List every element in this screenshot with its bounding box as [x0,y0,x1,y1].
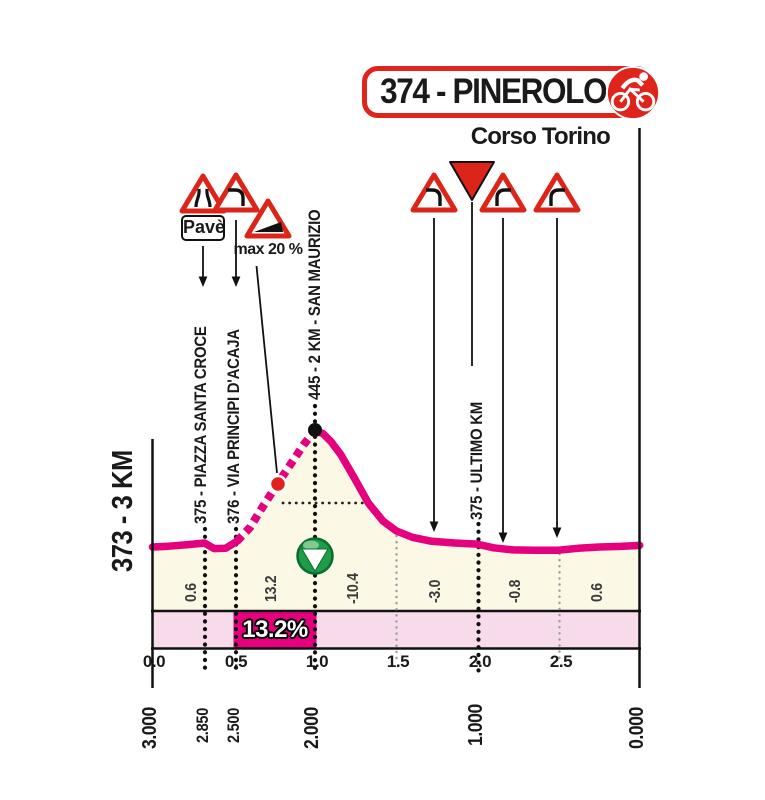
finish-title: 374 - PINEROLO [380,72,608,111]
km-to-go-2850: 2.850 [193,707,212,743]
x-tick-1-5: 1.5 [386,652,410,671]
curve-left-sign [212,172,260,213]
x-tick-1-0: 1.0 [305,652,329,671]
kom-marker [296,537,334,575]
km-to-go-2500: 2.500 [224,707,243,743]
sign-arrowheads [198,276,562,543]
gradient-highlight-box [233,612,317,648]
x-tick-2-5: 2.5 [549,652,573,671]
gradient-value-6: 0.6 [589,583,606,602]
km-to-go-3000: 3.000 [139,707,161,749]
waypoint-label-ultimo-km: 375 - ULTIMO KM [467,402,486,520]
waypoint-label-san-maurizio: 445 - 2 KM - SAN MAURIZIO [305,209,324,400]
max-gradient-point-marker [268,474,288,494]
finish-inverted-triangle-sign [449,161,495,201]
gradient-band [152,612,640,648]
narrow-road-sign [179,173,227,214]
summit-point-marker [308,423,322,437]
km-to-go-2000: 2.000 [301,707,323,749]
start-elevation-label: 373 - 3 KM [107,450,139,572]
elevation-area-fill [152,430,640,611]
cyclist-icon [604,64,662,122]
waypoint-label-piazza: 375 - PIAZZA SANTA CROCE [191,326,210,524]
finish-street-label: Corso Torino [470,123,611,150]
profile-line-descent [311,426,644,554]
waypoint-label-via-principi: 376 - VIA PRINCIPI D'ACAJA [224,329,243,524]
x-tick-0-5: 0.5 [224,652,248,671]
finish-title-box: 374 - PINEROLO [362,66,652,118]
gradient-value-5: -0.8 [507,579,524,603]
curve-right-sign-1 [479,172,527,213]
x-tick-0-0: 0.0 [142,652,166,671]
sign-arrows [202,202,558,533]
profile-line-start [148,537,241,553]
max-gradient-label: max 20 % [233,241,303,258]
gradient-value-4: -3.0 [427,579,444,603]
gradient-value-3: -10.4 [345,573,362,604]
curve-right-sign-2 [533,172,581,213]
steep-gradient-sign [244,198,292,239]
gradient-value-2: 13.2 [263,575,280,602]
km-to-go-0000: 0.000 [626,707,648,749]
km-to-go-1000: 1.000 [464,704,487,746]
highlighted-gradient-label: 13.2% [242,616,308,643]
gradient-value-1: 0.6 [183,583,200,602]
x-tick-2-0: 2.0 [468,652,492,671]
curve-left-sign-2 [410,172,458,213]
pave-sign: Pavè [181,215,225,241]
